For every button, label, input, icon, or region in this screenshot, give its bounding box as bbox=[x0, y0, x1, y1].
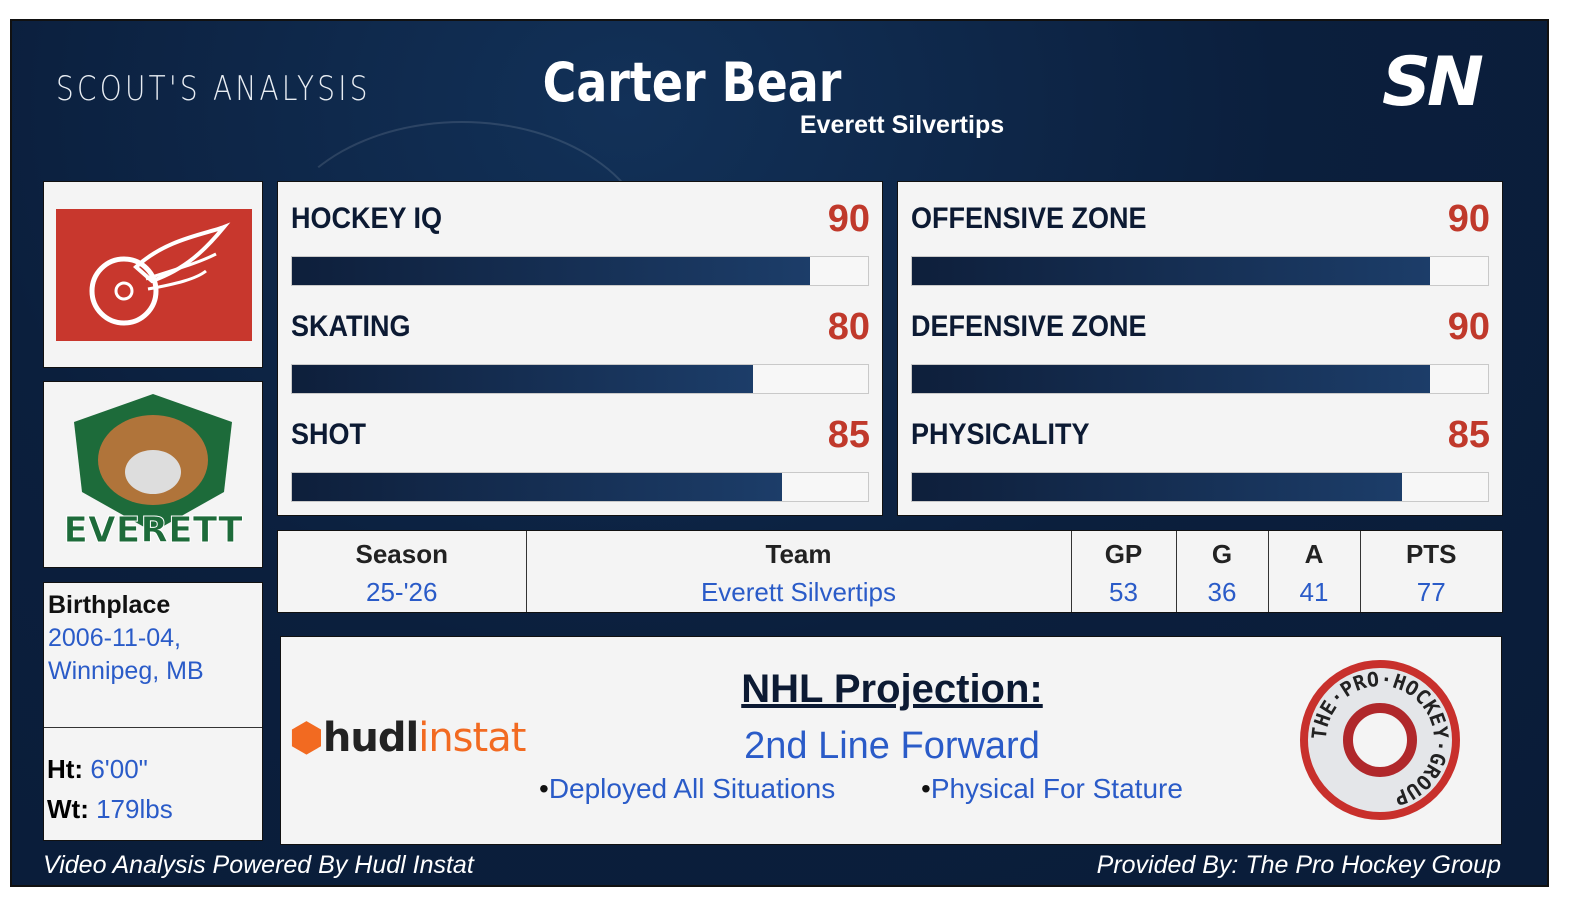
rating-bar-fill bbox=[292, 257, 811, 285]
rating-value: 80 bbox=[827, 306, 870, 348]
weight-label: Wt: bbox=[47, 794, 89, 824]
footer-left: Video Analysis Powered By Hudl Instat bbox=[43, 851, 474, 879]
rating-value: 90 bbox=[827, 198, 870, 240]
table-row: 25-'26 Everett Silvertips 53 36 41 77 bbox=[278, 573, 1502, 612]
nhl-team-logo-panel bbox=[43, 181, 263, 368]
rating-value: 85 bbox=[827, 414, 870, 456]
bio-panel: Birthplace 2006-11-04, Winnipeg, MB Ht: … bbox=[43, 582, 263, 841]
header-gp: GP bbox=[1070, 531, 1176, 574]
rating-bar bbox=[911, 472, 1489, 502]
player-name: Carter Bear bbox=[542, 51, 842, 114]
projection-title: NHL Projection: bbox=[741, 667, 1043, 711]
everett-wordmark: EVERETT bbox=[63, 510, 243, 551]
rating-label: DEFENSIVE ZONE bbox=[911, 310, 1147, 343]
hudl-instat-logo: ⬢hudlinstat bbox=[289, 715, 526, 761]
red-wings-logo bbox=[56, 209, 252, 341]
weight-value: 179lbs bbox=[96, 794, 173, 824]
birth-city: Winnipeg, MB bbox=[48, 657, 204, 685]
everett-bear-logo: EVERETT bbox=[63, 394, 244, 552]
rating-bar bbox=[911, 364, 1489, 394]
rating-value: 90 bbox=[1447, 306, 1490, 348]
rating-bar-fill bbox=[292, 365, 753, 393]
header-a: A bbox=[1267, 531, 1360, 574]
projection-bullet: •Deployed All Situations bbox=[539, 773, 836, 804]
projection-panel: ⬢hudlinstat NHL Projection: 2nd Line For… bbox=[280, 636, 1502, 845]
sportsnet-logo: SN bbox=[1382, 43, 1484, 122]
cell-pts: 77 bbox=[1359, 573, 1502, 612]
stats-header-row: Season Team GP G A PTS bbox=[278, 531, 1502, 574]
height-label: Ht: bbox=[47, 754, 84, 784]
rating-value: 90 bbox=[1447, 198, 1490, 240]
rating-bar bbox=[291, 256, 869, 286]
rating-label: PHYSICALITY bbox=[911, 418, 1090, 451]
stats-table: Season Team GP G A PTS 25-'26 Everett Si… bbox=[277, 530, 1503, 613]
rating-value: 85 bbox=[1447, 414, 1490, 456]
cell-team: Everett Silvertips bbox=[525, 573, 1071, 612]
rating-bar-fill bbox=[292, 473, 782, 501]
rating-bar bbox=[291, 364, 869, 394]
pro-hockey-group-logo: THE·PRO·HOCKEY·GROUP bbox=[1300, 660, 1460, 820]
cell-season: 25-'26 bbox=[366, 577, 438, 608]
winged-wheel-icon bbox=[89, 222, 231, 326]
projection-bullet: •Physical For Stature bbox=[921, 773, 1183, 804]
cell-a: 41 bbox=[1267, 573, 1360, 612]
header-pts: PTS bbox=[1359, 531, 1502, 574]
rating-label: OFFENSIVE ZONE bbox=[911, 202, 1147, 235]
birth-date: 2006-11-04, bbox=[48, 624, 181, 652]
rating-bar bbox=[291, 472, 869, 502]
rating-label: SHOT bbox=[291, 418, 367, 451]
cell-gp: 53 bbox=[1070, 573, 1176, 612]
rating-bar-fill bbox=[912, 365, 1431, 393]
header-team: Team bbox=[525, 531, 1071, 574]
rating-bar bbox=[911, 256, 1489, 286]
cell-g: 36 bbox=[1175, 573, 1268, 612]
ratings-panel-left: HOCKEY IQ 90 SKATING 80 SHOT 85 bbox=[277, 181, 883, 516]
rating-label: HOCKEY IQ bbox=[291, 202, 443, 235]
ratings-panel-right: OFFENSIVE ZONE 90 DEFENSIVE ZONE 90 PHYS… bbox=[897, 181, 1503, 516]
junior-team-logo-panel: EVERETT bbox=[43, 381, 263, 568]
footer-right: Provided By: The Pro Hockey Group bbox=[1096, 851, 1501, 879]
rating-bar-fill bbox=[912, 257, 1431, 285]
rating-bar-fill bbox=[912, 473, 1402, 501]
rating-label: SKATING bbox=[291, 310, 411, 343]
player-team: Everett Silvertips bbox=[799, 111, 1005, 139]
section-title: SCOUT'S ANALYSIS bbox=[56, 69, 371, 109]
header-season: Season bbox=[355, 538, 449, 569]
header-g: G bbox=[1175, 531, 1268, 574]
height-value: 6'00" bbox=[90, 754, 148, 784]
projection-role: 2nd Line Forward bbox=[744, 725, 1040, 767]
birthplace-label: Birthplace bbox=[48, 591, 171, 619]
